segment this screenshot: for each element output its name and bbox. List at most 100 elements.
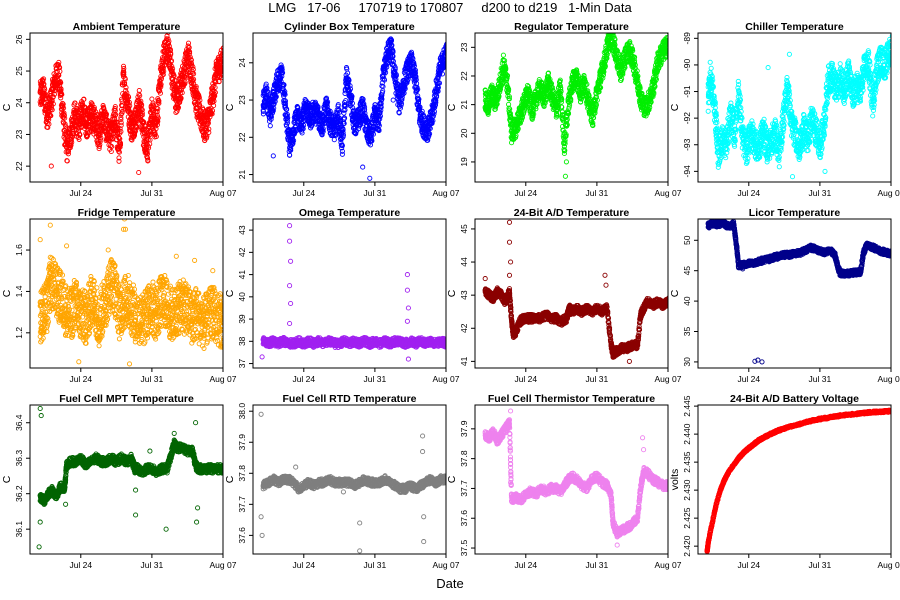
data-point xyxy=(122,81,128,88)
data-point xyxy=(41,76,47,82)
data-point xyxy=(219,75,223,81)
data-point xyxy=(120,63,127,69)
data-point xyxy=(507,106,513,112)
data-point xyxy=(221,59,223,64)
data-point xyxy=(434,94,440,100)
data-point xyxy=(190,64,196,70)
data-point xyxy=(270,108,276,114)
data-point xyxy=(342,115,348,121)
data-point xyxy=(145,157,151,163)
data-point xyxy=(288,147,294,153)
data-points xyxy=(37,33,223,176)
data-point xyxy=(710,77,716,83)
data-point xyxy=(663,54,668,60)
plot-frame xyxy=(252,32,447,183)
data-point xyxy=(590,120,596,126)
data-point xyxy=(68,137,74,143)
data-point xyxy=(443,60,446,66)
x-tick-label: Jul 24 xyxy=(292,188,315,198)
data-point xyxy=(160,65,166,71)
data-point xyxy=(747,146,753,153)
data-point xyxy=(315,104,321,110)
data-point xyxy=(72,100,78,106)
data-point xyxy=(630,48,636,54)
data-point xyxy=(185,40,192,46)
x-tick-label: Jul 24 xyxy=(69,188,92,198)
data-point xyxy=(108,148,114,155)
data-point xyxy=(123,84,129,91)
data-point xyxy=(609,33,615,35)
data-point xyxy=(666,39,668,44)
data-point xyxy=(666,49,668,54)
data-point xyxy=(622,64,628,70)
data-point xyxy=(339,148,345,154)
data-point xyxy=(58,80,64,86)
data-point xyxy=(147,132,153,138)
data-point xyxy=(139,112,145,118)
data-point xyxy=(545,70,552,76)
data-point xyxy=(558,88,564,94)
data-point xyxy=(284,118,290,124)
data-point xyxy=(96,143,102,150)
data-point xyxy=(444,41,446,46)
data-point xyxy=(348,92,354,98)
data-point xyxy=(155,118,161,124)
data-point xyxy=(745,156,751,162)
data-point xyxy=(737,97,744,103)
data-point xyxy=(117,142,124,148)
data-point xyxy=(346,77,352,83)
data-point xyxy=(723,155,729,161)
data-point xyxy=(518,117,525,123)
data-point xyxy=(405,76,411,82)
data-point xyxy=(91,104,97,111)
data-point xyxy=(574,71,580,77)
data-point xyxy=(506,105,512,111)
data-point xyxy=(632,62,638,68)
data-point xyxy=(59,91,65,98)
data-point xyxy=(378,104,384,110)
data-point xyxy=(736,82,742,88)
data-point xyxy=(221,61,223,67)
data-point xyxy=(635,73,641,79)
data-point xyxy=(220,56,223,63)
data-point xyxy=(554,113,560,119)
data-point xyxy=(427,131,433,137)
data-point xyxy=(713,110,719,116)
data-point xyxy=(168,51,174,58)
data-point xyxy=(432,104,438,110)
data-point xyxy=(107,143,114,149)
data-point xyxy=(397,99,403,105)
data-point xyxy=(732,138,738,144)
data-point xyxy=(658,60,664,66)
data-point xyxy=(653,76,659,82)
data-point xyxy=(400,91,406,97)
data-point xyxy=(513,132,519,139)
data-point xyxy=(51,91,57,97)
data-point xyxy=(531,111,537,117)
data-point xyxy=(600,72,607,78)
data-point xyxy=(619,76,625,82)
data-point xyxy=(443,58,446,64)
data-point xyxy=(413,74,419,80)
data-point xyxy=(139,107,145,113)
data-point xyxy=(209,108,216,114)
data-point xyxy=(502,58,508,64)
data-point xyxy=(68,142,74,148)
data-point xyxy=(564,116,570,123)
outlier-point xyxy=(602,59,608,65)
data-point xyxy=(287,152,293,158)
data-point xyxy=(378,107,384,113)
x-tick-label: Jul 31 xyxy=(141,188,164,198)
data-point xyxy=(117,140,124,146)
data-point xyxy=(341,120,347,126)
data-point xyxy=(736,91,742,97)
y-axis-label: C xyxy=(1,103,13,111)
data-point xyxy=(156,98,162,104)
data-point xyxy=(593,94,600,100)
data-point xyxy=(430,113,436,119)
data-point xyxy=(444,45,446,51)
data-point xyxy=(112,112,118,118)
data-point xyxy=(158,81,164,87)
